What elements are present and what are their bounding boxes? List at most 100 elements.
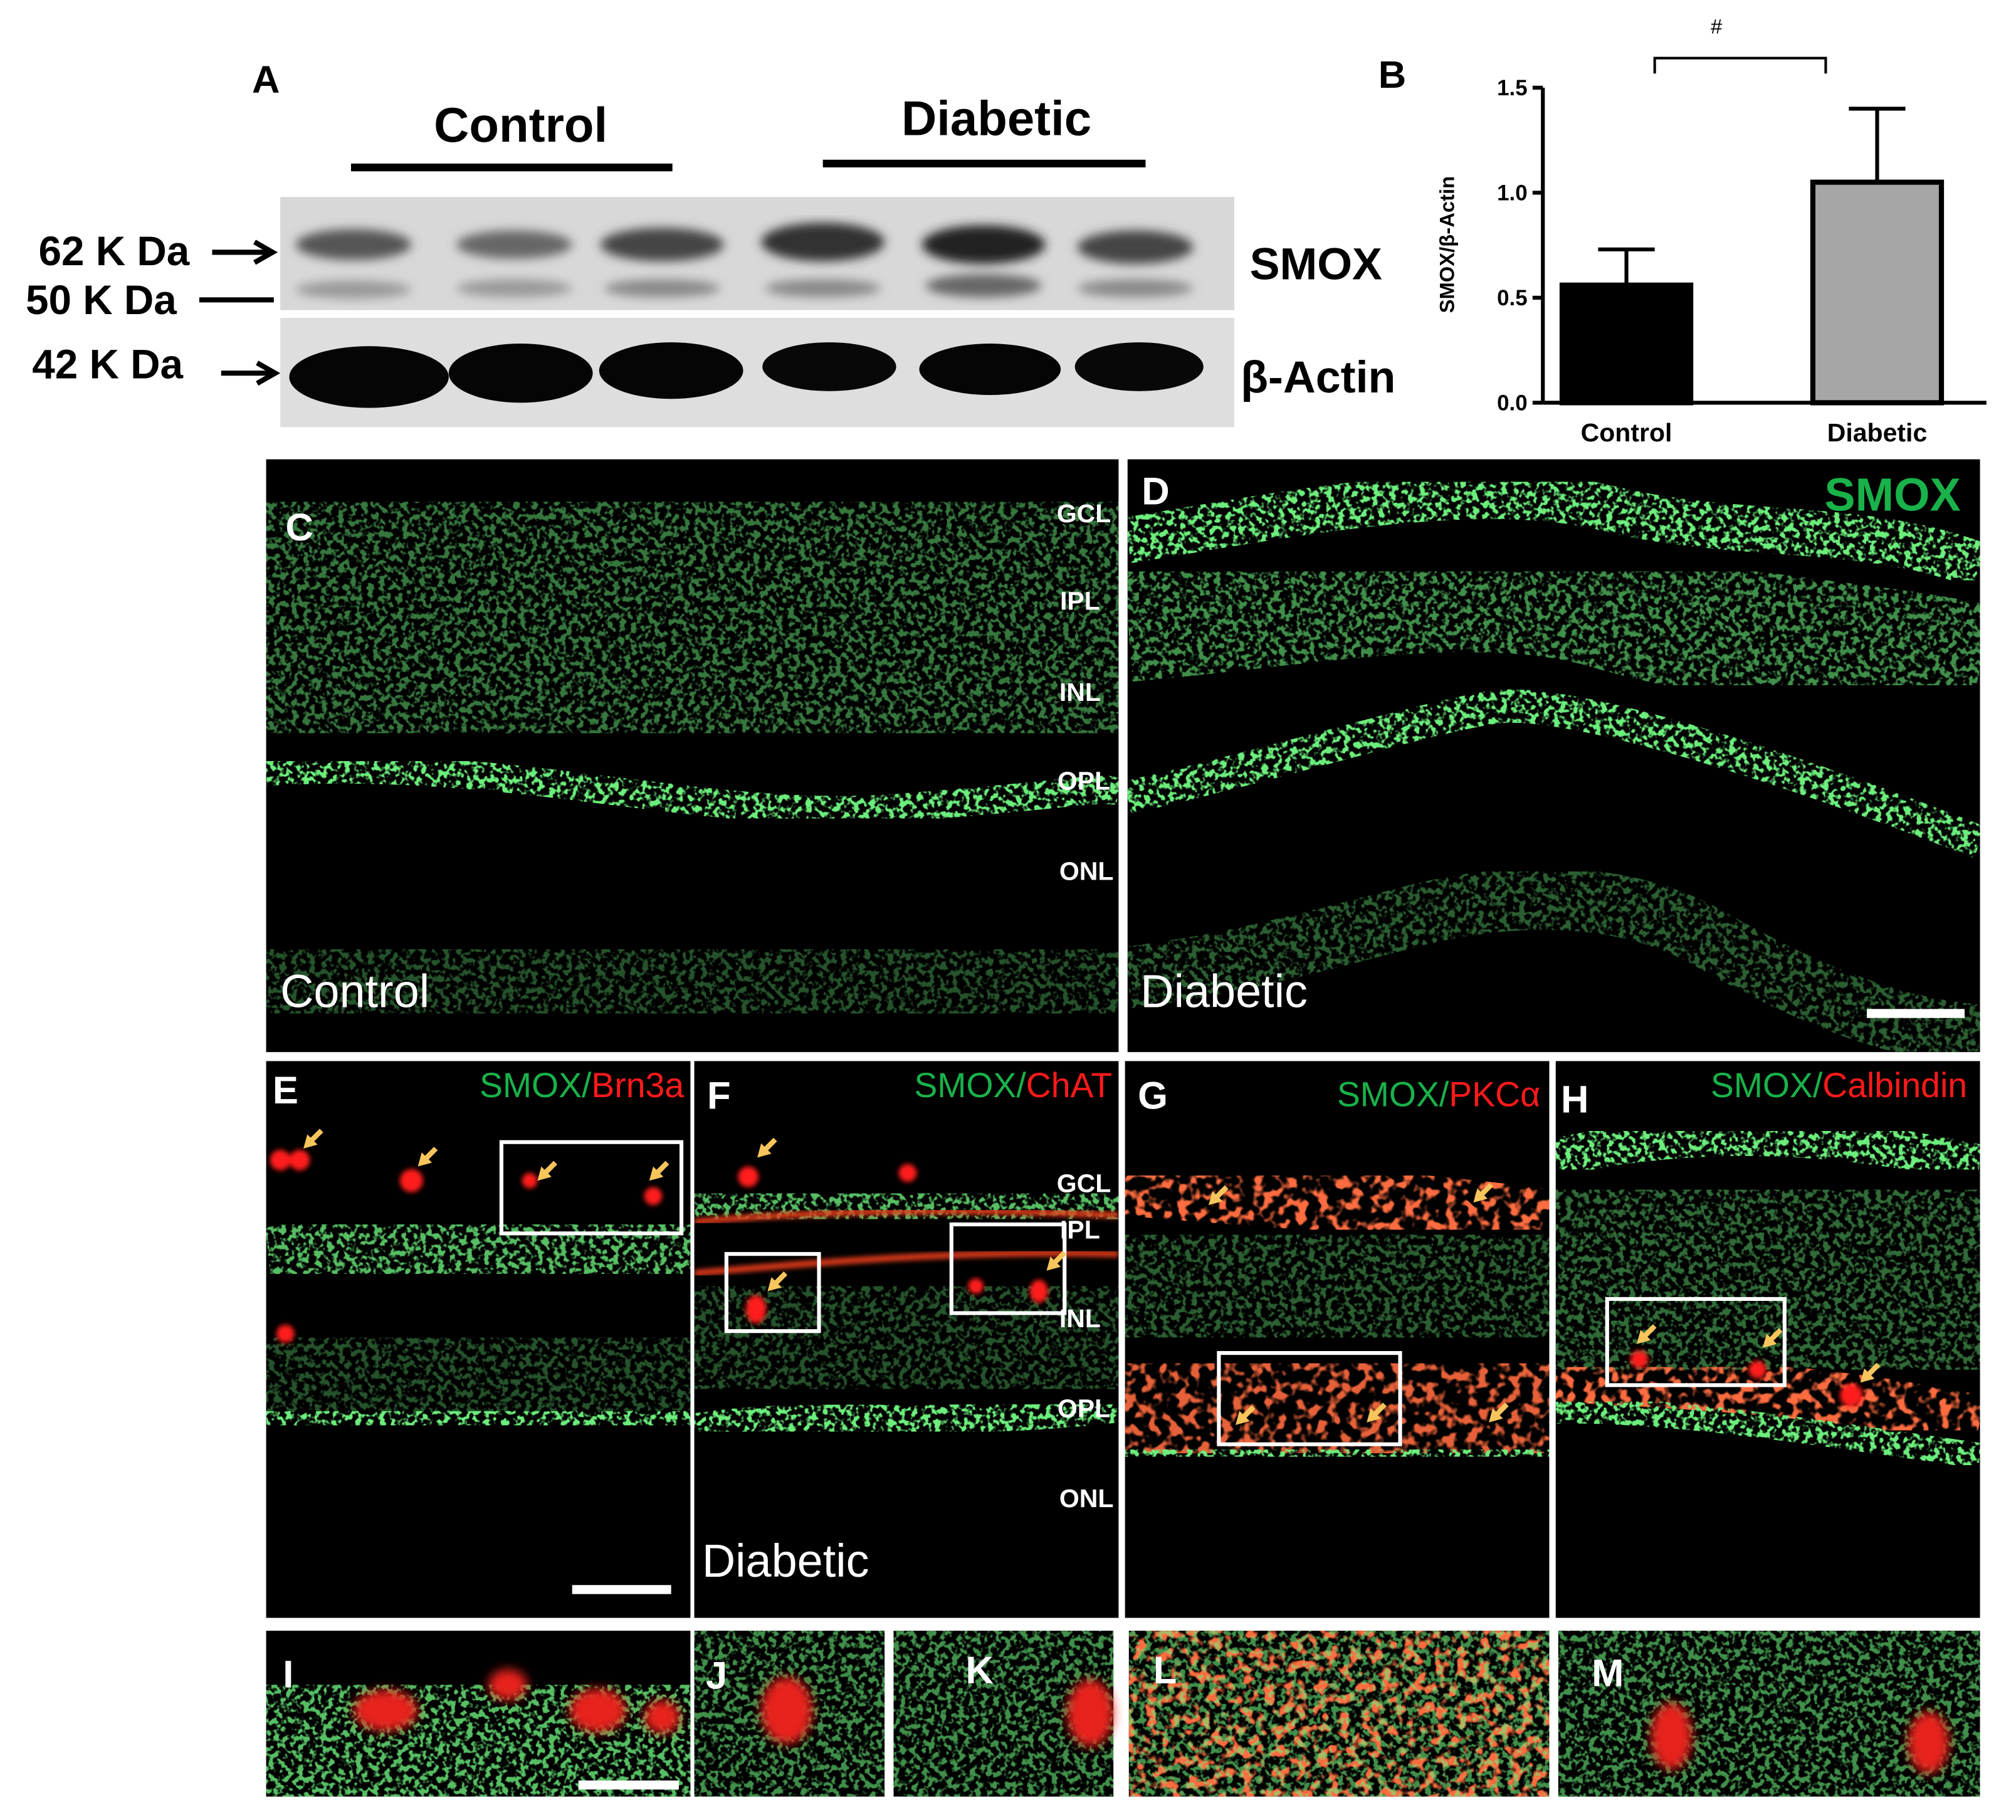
inset-box xyxy=(1217,1350,1402,1446)
cells xyxy=(354,1669,1950,1774)
cell xyxy=(1029,1280,1048,1303)
opl-band xyxy=(1125,1441,1550,1465)
speckle xyxy=(1128,1631,1550,1797)
band xyxy=(762,342,896,391)
layer-label: IPL xyxy=(1060,1216,1100,1244)
tissue xyxy=(1127,473,1980,1053)
group-label: Diabetic xyxy=(901,91,1091,146)
layer-label: IPL xyxy=(1060,587,1100,616)
cell xyxy=(270,1150,291,1170)
stain-label: SMOX/Calbindin xyxy=(1711,1066,1967,1105)
band xyxy=(1077,230,1194,264)
opl-band xyxy=(266,1401,691,1436)
mw-label: 62 K Da xyxy=(39,228,190,274)
y-axis-label: SMOX/β-Actin xyxy=(1436,176,1459,313)
cell xyxy=(1748,1360,1767,1379)
cell xyxy=(644,1700,680,1734)
band xyxy=(295,280,412,299)
bar xyxy=(1559,282,1694,406)
layer-label: OPL xyxy=(1058,1394,1110,1423)
stain-label: SMOX xyxy=(1824,469,1960,521)
opl-band xyxy=(266,755,1119,824)
tissue xyxy=(1125,1151,1550,1465)
band xyxy=(921,225,1046,264)
cell xyxy=(354,1690,418,1732)
cell xyxy=(522,1172,538,1189)
actin-bands xyxy=(289,342,1204,408)
inset-box xyxy=(1605,1297,1787,1387)
speckle xyxy=(1127,868,1980,1053)
panel-letter: L xyxy=(1153,1649,1177,1692)
band xyxy=(1077,279,1194,298)
speckle xyxy=(1558,1631,1980,1797)
y-tick-label: 0.0 xyxy=(1497,391,1527,416)
gcl-band xyxy=(1127,473,1980,588)
blot-strip xyxy=(280,197,1234,310)
marker: Brn3a xyxy=(591,1066,684,1105)
pkc-band xyxy=(1125,1151,1550,1254)
cell xyxy=(1840,1384,1863,1407)
marker: PKCα xyxy=(1449,1075,1540,1113)
stain: SMOX/ xyxy=(1337,1075,1449,1113)
cell xyxy=(745,1295,767,1323)
panel-letter: I xyxy=(283,1653,293,1696)
speckle xyxy=(266,1142,691,1357)
cell xyxy=(399,1169,423,1192)
x-tick-label: Diabetic xyxy=(1827,418,1928,447)
band xyxy=(289,346,449,408)
arrow xyxy=(221,360,281,386)
layer-label: ONL xyxy=(1059,1484,1114,1513)
band xyxy=(599,342,743,399)
panel-letter: K xyxy=(965,1649,993,1692)
band xyxy=(604,279,720,298)
panel-letter: F xyxy=(707,1074,731,1117)
bar xyxy=(1810,179,1945,406)
cell xyxy=(1908,1712,1950,1774)
cell xyxy=(289,1150,310,1170)
layer-label: INL xyxy=(1059,678,1101,707)
gcl-band xyxy=(1555,1117,1980,1183)
layer-label: GCL xyxy=(1057,499,1111,528)
mw-label: 42 K Da xyxy=(32,341,183,387)
stain-label: SMOX/ChAT xyxy=(914,1066,1112,1105)
band xyxy=(448,344,593,403)
cell xyxy=(1067,1680,1114,1747)
micrograph xyxy=(1125,1061,1550,1618)
cell xyxy=(968,1278,984,1294)
tissue xyxy=(266,1631,1980,1797)
band xyxy=(600,228,724,261)
tissue xyxy=(694,1145,1119,1442)
band xyxy=(919,344,1061,396)
cell xyxy=(1651,1702,1693,1770)
panel-letter: M xyxy=(1592,1651,1624,1695)
stain-label: SMOX/PKCα xyxy=(1337,1075,1540,1113)
cells xyxy=(738,1164,1048,1323)
speckle xyxy=(1125,1234,1550,1338)
inset-box xyxy=(949,1222,1067,1315)
chat-band xyxy=(694,1207,1119,1225)
cell xyxy=(761,1676,813,1744)
protein-label: β-Actin xyxy=(1241,352,1395,402)
y-tick-label: 1.0 xyxy=(1497,181,1527,206)
layer-label: GCL xyxy=(1057,1169,1111,1198)
layer-label: ONL xyxy=(1059,856,1114,885)
speckle xyxy=(266,1685,691,1797)
marker: ChAT xyxy=(1026,1066,1112,1105)
tissue xyxy=(266,1142,691,1436)
y-tick-label: 0.5 xyxy=(1497,286,1527,310)
band xyxy=(456,230,572,259)
cell xyxy=(644,1187,663,1206)
blot-bands xyxy=(295,223,1194,299)
arrow xyxy=(212,239,278,265)
panel-letter: H xyxy=(1561,1078,1588,1122)
opl-band xyxy=(694,1394,1119,1442)
opl-band xyxy=(1127,689,1980,858)
band xyxy=(1074,342,1204,391)
panel-letter: G xyxy=(1138,1074,1168,1117)
stain: SMOX/ xyxy=(1711,1066,1823,1105)
tissue xyxy=(1555,1117,1980,1469)
caption: Diabetic xyxy=(702,1535,869,1587)
cell xyxy=(1630,1350,1649,1369)
mw-label: 50 K Da xyxy=(26,277,177,323)
